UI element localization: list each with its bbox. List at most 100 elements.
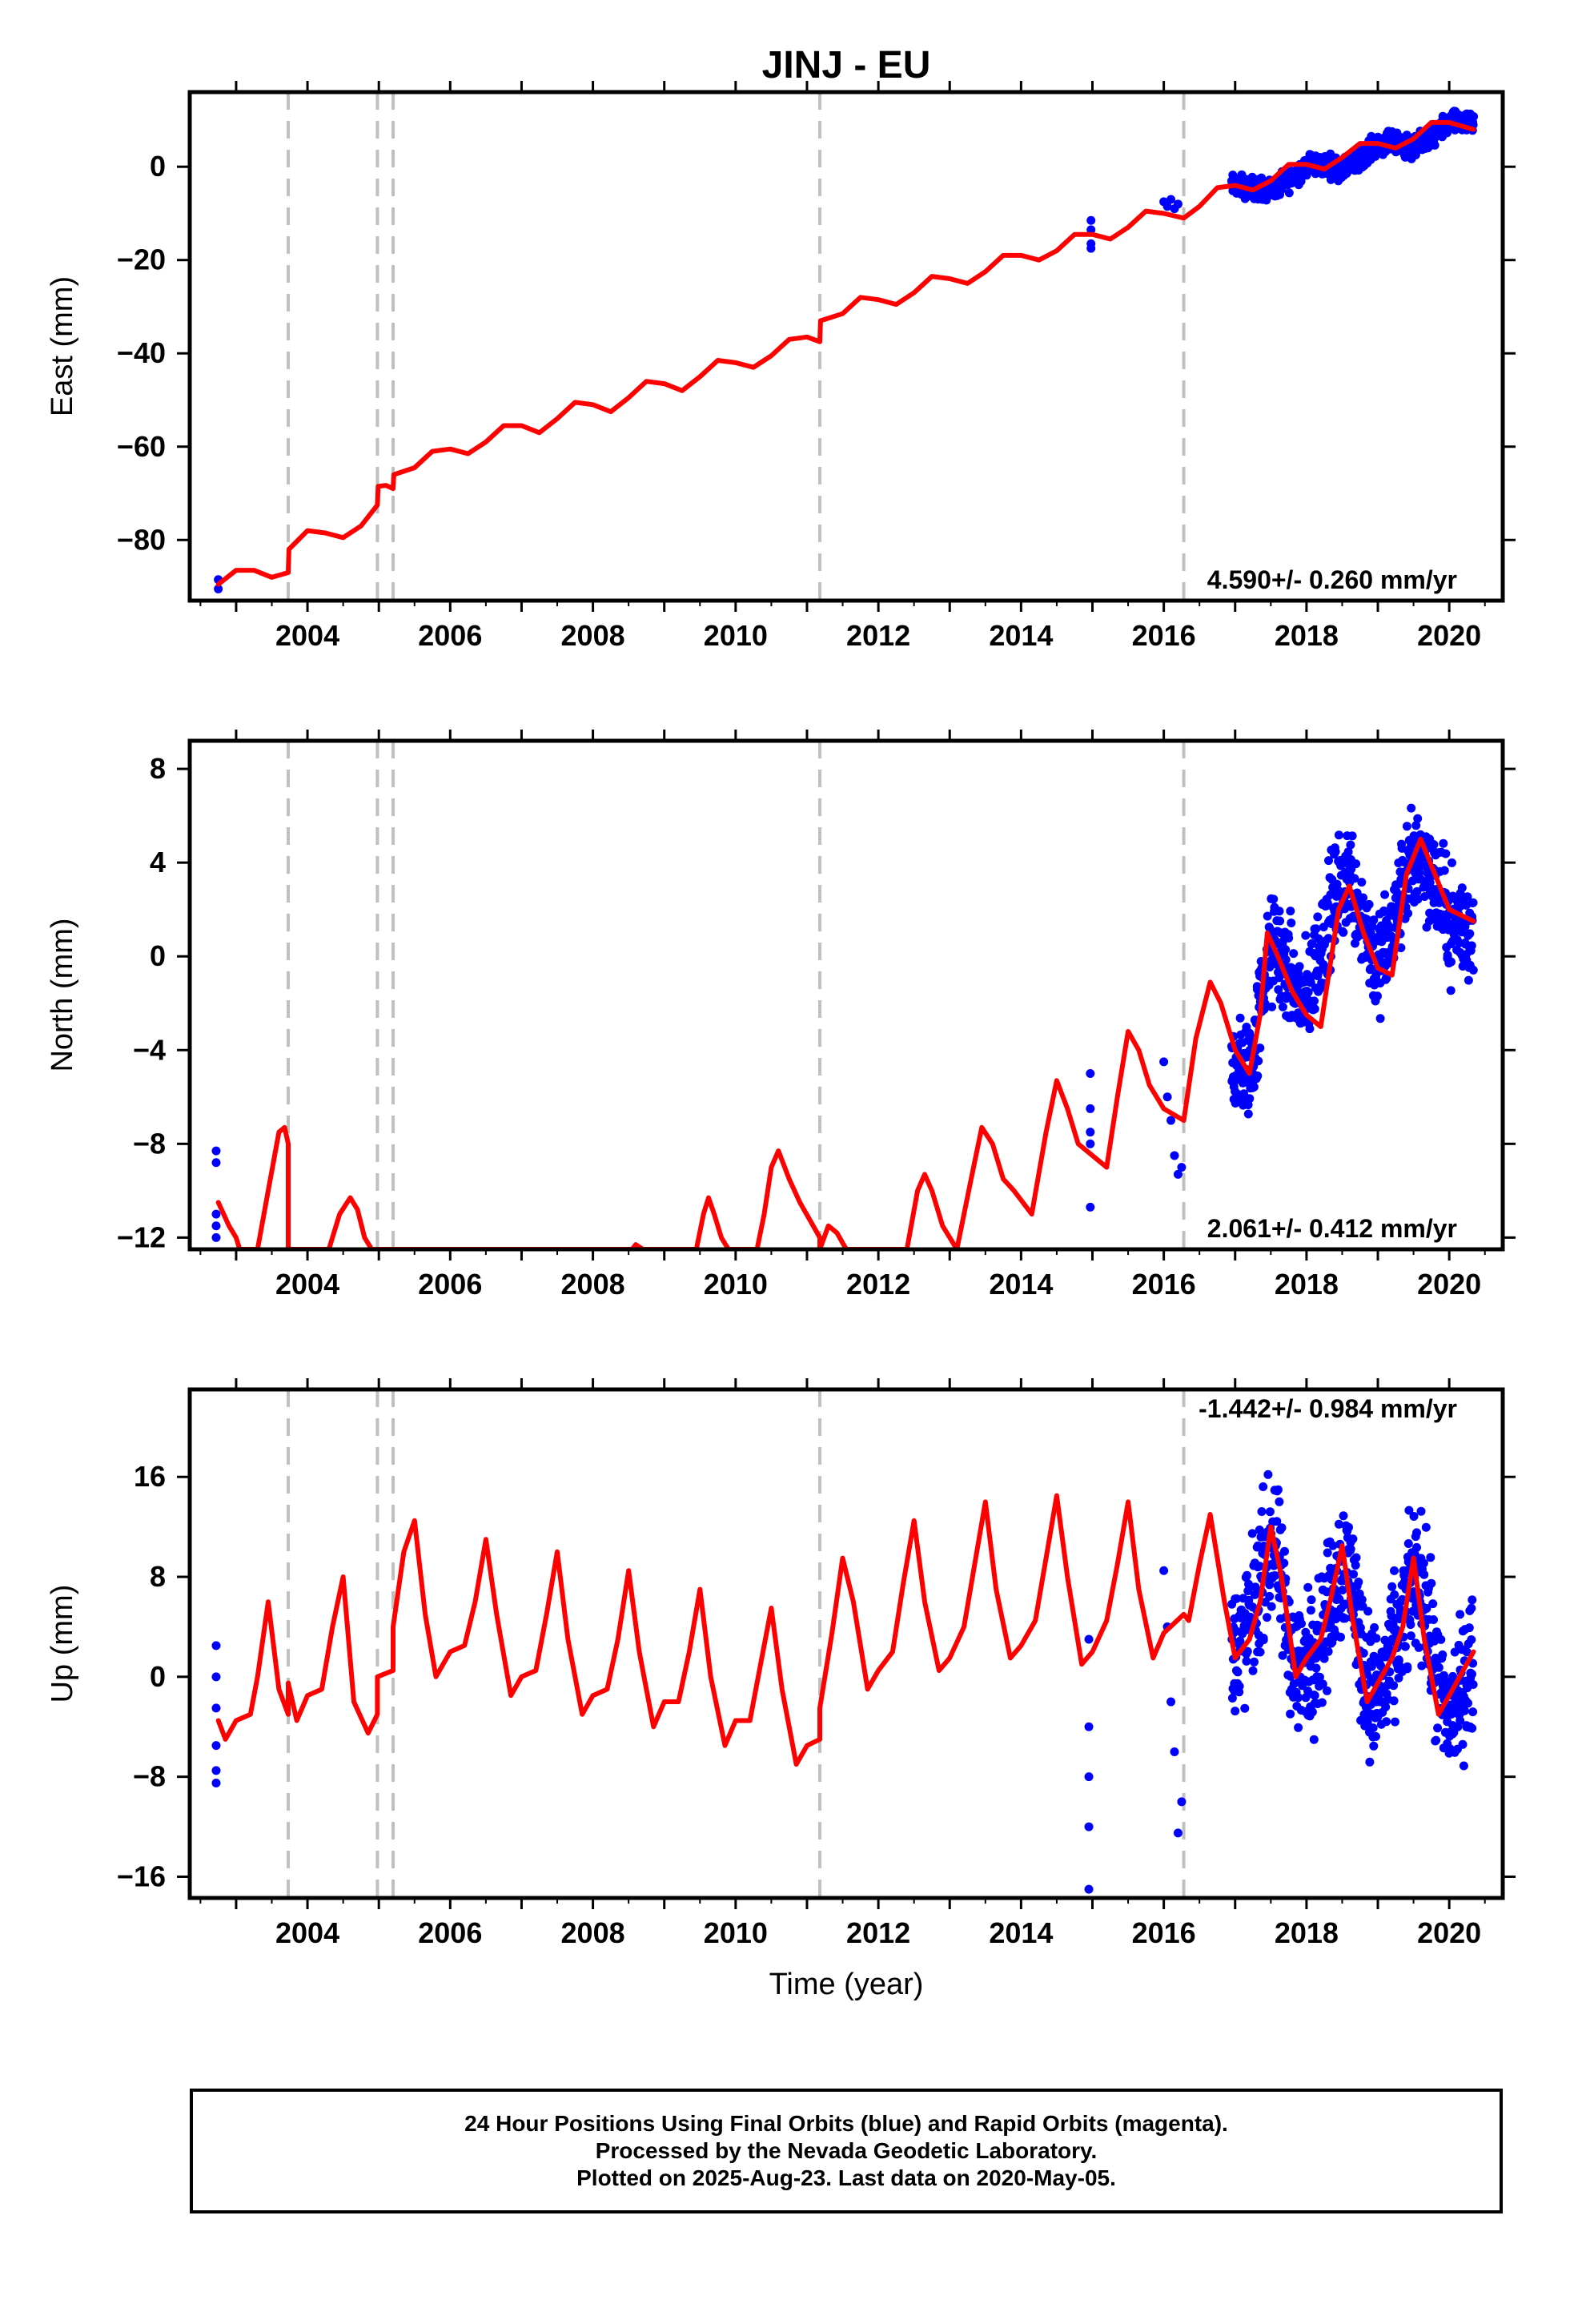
up-data-point <box>1409 1512 1419 1521</box>
up-data-point <box>1468 1723 1477 1733</box>
up-data-point <box>1468 1670 1476 1679</box>
up-data-point <box>1468 1595 1477 1605</box>
up-data-point <box>1275 1497 1284 1506</box>
up-data-point-16 <box>1177 1797 1186 1807</box>
up-data-point <box>1243 1570 1251 1580</box>
north-data-points <box>211 803 1478 1242</box>
north-data-point <box>1305 1024 1315 1034</box>
up-data-point <box>1346 1544 1355 1554</box>
up-data-point <box>1322 1587 1331 1597</box>
up-x-tick-label: 2020 <box>1417 1916 1481 1949</box>
north-data-point <box>1311 924 1321 934</box>
up-data-point <box>1390 1566 1399 1575</box>
up-data-point <box>1250 1590 1259 1599</box>
up-data-point <box>1334 1519 1343 1529</box>
up-data-point <box>1250 1657 1259 1667</box>
x-axis-label: Time (year) <box>769 1968 924 2001</box>
north-data-point <box>1331 846 1340 856</box>
north-data-point <box>1275 907 1284 916</box>
up-data-point <box>1351 1553 1361 1562</box>
north-data-point <box>1447 957 1456 967</box>
north-data-point <box>1286 907 1295 916</box>
north-data-point <box>1373 991 1382 1001</box>
up-data-point <box>1248 1666 1258 1675</box>
east-x-tick-label: 2016 <box>1132 619 1196 652</box>
up-data-point <box>1421 1522 1431 1532</box>
up-data-point <box>1371 1634 1381 1643</box>
north-velocity-label: 2.061+/- 0.412 mm/yr <box>1207 1214 1457 1243</box>
footer-line-1: 24 Hour Positions Using Final Orbits (bl… <box>464 2111 1228 2136</box>
up-data-point-5 <box>211 1778 221 1787</box>
up-y-tick-label: −8 <box>133 1760 166 1793</box>
up-data-point <box>1459 1761 1468 1771</box>
north-plot-frame <box>187 738 1505 1252</box>
north-data-point <box>1324 856 1333 866</box>
east-x-tick-label: 2014 <box>989 619 1053 652</box>
up-data-point <box>1259 1634 1268 1642</box>
up-data-point <box>1428 1599 1438 1609</box>
up-data-points <box>211 1470 1478 1894</box>
north-data-point-14 <box>1173 1169 1182 1179</box>
east-x-tick-label: 2020 <box>1417 619 1481 652</box>
north-data-point <box>1441 849 1451 858</box>
north-data-point <box>1253 1072 1263 1080</box>
up-data-point <box>1273 1485 1283 1494</box>
up-data-point <box>1416 1506 1426 1516</box>
north-data-point <box>1284 933 1294 943</box>
north-x-tick-label: 2014 <box>989 1268 1053 1301</box>
footer-box: 24 Hour Positions Using Final Orbits (bl… <box>190 2089 1503 2213</box>
up-data-point <box>1278 1651 1287 1660</box>
up-data-point <box>1429 1615 1438 1624</box>
north-data-point <box>1249 1082 1259 1092</box>
up-data-point <box>1323 1548 1332 1558</box>
north-data-point <box>1457 883 1467 893</box>
north-data-point <box>1375 1014 1385 1023</box>
north-data-point <box>1301 931 1311 940</box>
north-data-point <box>1429 840 1439 850</box>
north-y-axis-label: North (mm) <box>46 918 79 1072</box>
up-data-point-4 <box>211 1766 221 1775</box>
up-data-point <box>1257 1507 1267 1516</box>
up-y-tick-label: −16 <box>117 1860 166 1892</box>
north-data-point <box>1464 975 1473 985</box>
east-y-tick-label: −20 <box>117 243 166 276</box>
up-data-point <box>1403 1662 1412 1671</box>
north-data-point-13 <box>1170 1151 1179 1160</box>
up-data-point <box>1243 1586 1253 1595</box>
up-data-point <box>1370 1622 1379 1632</box>
up-model-line <box>215 1493 1476 1767</box>
north-data-point <box>1278 1002 1287 1011</box>
up-data-point <box>1235 1682 1244 1691</box>
north-data-point-7 <box>1086 1128 1095 1137</box>
up-data-point <box>1286 1671 1295 1681</box>
up-data-point <box>1280 1546 1289 1556</box>
up-data-point <box>1433 1723 1443 1733</box>
up-data-point <box>1286 1709 1295 1719</box>
north-model-line <box>215 836 1476 1249</box>
north-data-point <box>1245 1094 1255 1104</box>
east-x-tick-label: 2012 <box>846 619 910 652</box>
up-data-point <box>1464 1699 1472 1708</box>
up-data-point <box>1348 1534 1358 1544</box>
up-data-point <box>1357 1595 1367 1604</box>
up-data-point <box>1456 1610 1465 1619</box>
up-data-point <box>1310 1691 1319 1700</box>
east-data-point <box>1296 176 1306 186</box>
north-data-point <box>1343 847 1353 857</box>
up-data-point <box>1419 1558 1428 1568</box>
north-x-tick-label: 2010 <box>704 1268 768 1301</box>
up-data-point-15 <box>1173 1828 1182 1838</box>
up-data-point <box>1344 1522 1353 1532</box>
up-data-point-11 <box>1159 1566 1169 1575</box>
north-data-point <box>1254 1056 1263 1066</box>
north-data-point-12 <box>1166 1116 1176 1125</box>
north-data-point-0 <box>211 1146 221 1156</box>
up-data-point <box>1389 1681 1399 1691</box>
up-data-point <box>1242 1656 1251 1666</box>
north-data-point <box>1339 927 1348 937</box>
north-data-point <box>1357 878 1367 887</box>
north-data-point <box>1364 899 1374 909</box>
up-y-tick-label: 0 <box>150 1660 166 1693</box>
up-data-point-0 <box>211 1641 221 1651</box>
up-data-point-14 <box>1170 1747 1179 1756</box>
